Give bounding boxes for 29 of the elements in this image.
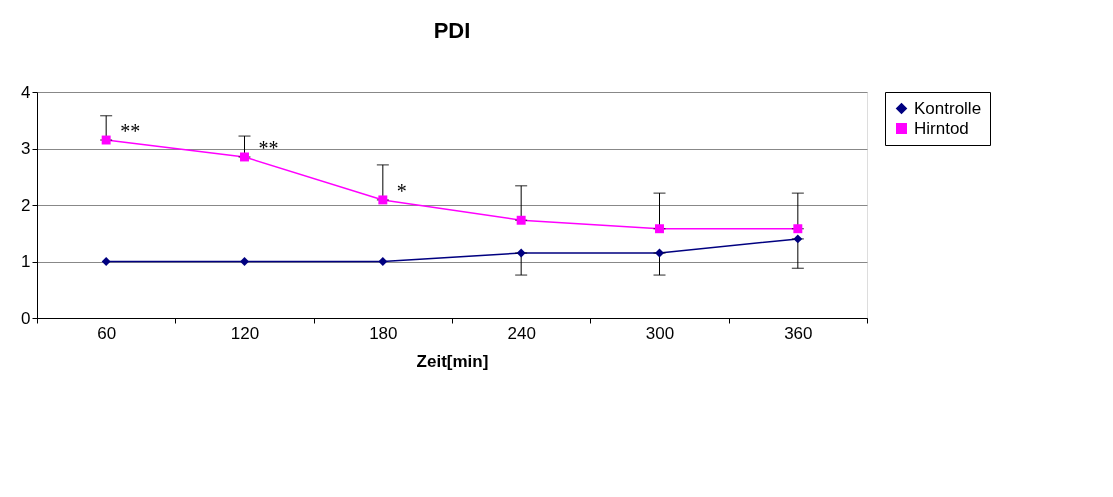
x-tick-label: 360 [784,323,813,343]
x-tick-label: 60 [97,323,117,343]
point [240,257,249,266]
point [378,195,388,205]
point [516,215,526,225]
x-axis-title: Zeit[min] [416,351,489,371]
point [378,257,388,266]
y-tick-label: 2 [21,195,31,215]
annotation: * [396,179,407,202]
x-tick-label: 120 [230,323,260,343]
annotation: ** [258,136,279,159]
x-tick-label: 300 [645,323,675,343]
y-tick-label: 3 [21,139,31,158]
y-tick-label: 0 [21,308,31,328]
annotation: ** [120,120,141,143]
x-tick-label: 180 [369,323,398,343]
y-tick-label: 1 [21,252,31,271]
chart-title: PDI [433,18,471,43]
point [101,135,111,145]
point [793,234,803,244]
point [101,257,111,266]
legend-label: Hirntod [914,118,969,138]
point [516,248,526,258]
point [240,152,249,162]
point [793,224,803,234]
legend-label: Kontrolle [914,98,982,118]
x-tick-label: 240 [507,323,536,343]
point [655,224,664,234]
y-tick-label: 4 [21,82,31,102]
